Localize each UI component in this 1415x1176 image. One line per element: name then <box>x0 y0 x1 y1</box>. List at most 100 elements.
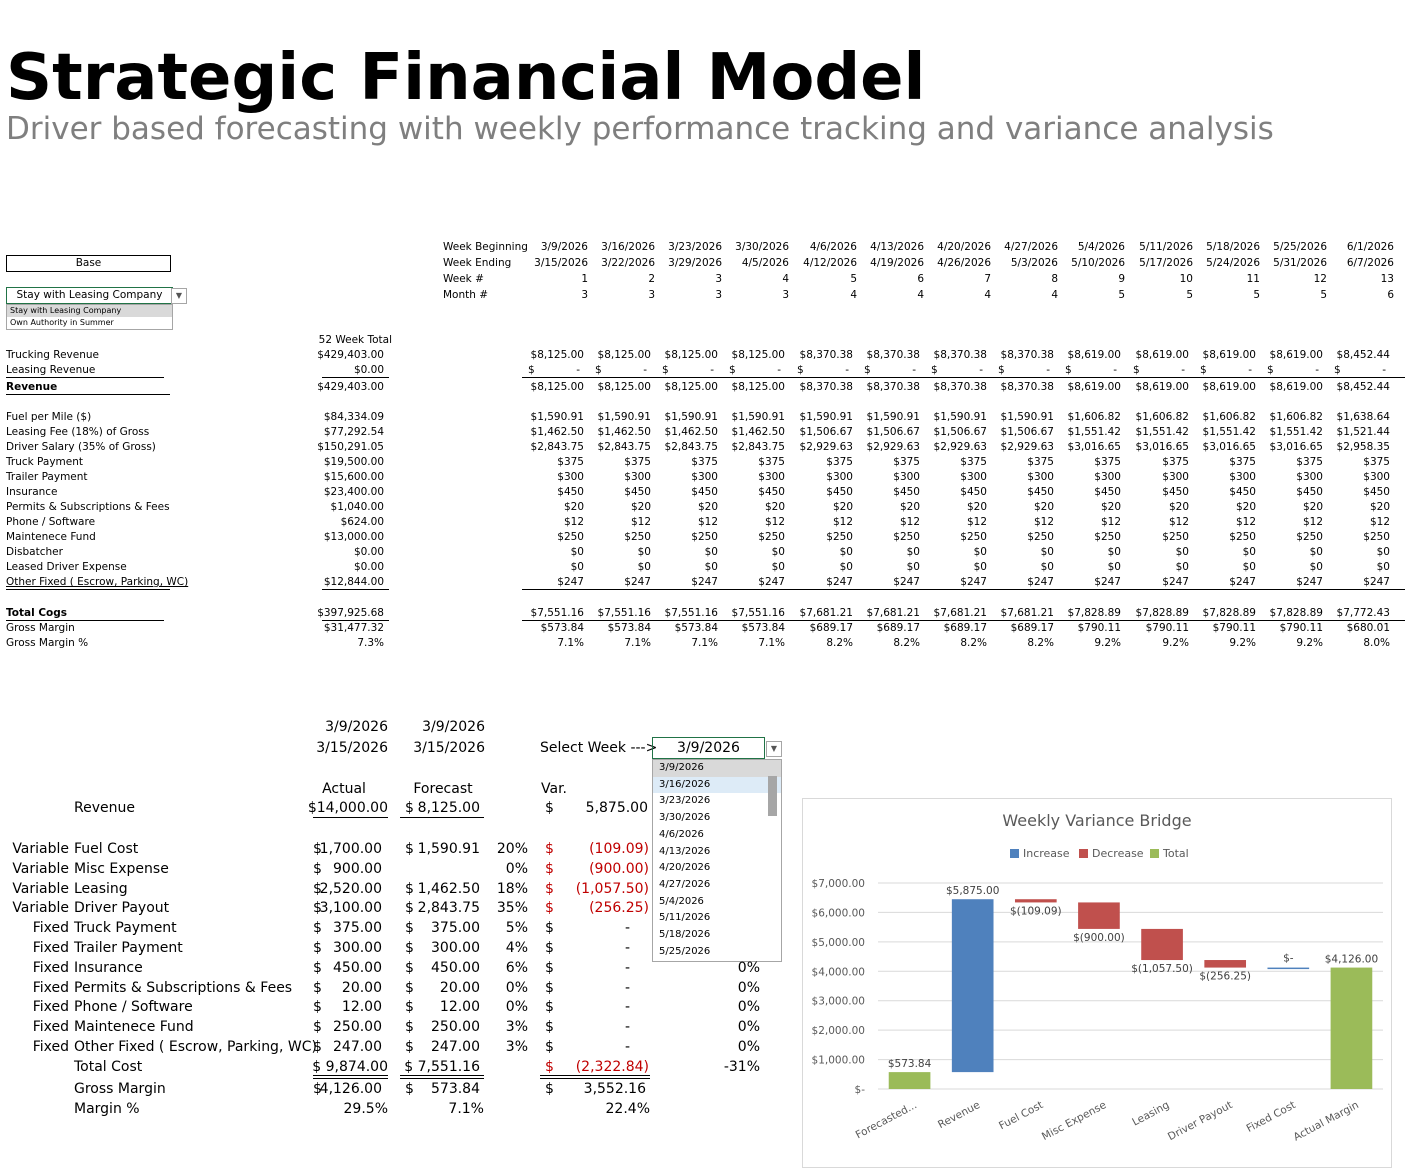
week-option[interactable]: 4/27/2026 <box>659 878 711 890</box>
week-option[interactable]: 5/25/2026 <box>659 945 711 957</box>
row-total: 7.3% <box>357 637 384 649</box>
row-value: 8.2% <box>826 637 853 649</box>
scenario-input[interactable]: Base <box>6 255 171 272</box>
week-option[interactable]: 5/11/2026 <box>659 912 711 924</box>
currency-sign: $ <box>313 841 322 857</box>
row-total: $397,925.68 <box>317 607 384 619</box>
row-value: $2,843.75 <box>530 441 584 453</box>
row-value: $450 <box>893 486 920 498</box>
row-separator <box>522 589 1405 590</box>
row-value: $20 <box>563 501 584 513</box>
chevron-down-icon[interactable]: ▼ <box>171 288 187 304</box>
var-margin-pct-forecast: 7.1% <box>448 1101 484 1117</box>
row-value: 9.2% <box>1229 637 1256 649</box>
var-line-type: Variable <box>12 841 69 857</box>
var-line-forecast: 12.00 <box>439 999 480 1016</box>
bar-forecasted-[interactable] <box>888 1072 931 1089</box>
var-line-pct: 6% <box>505 959 528 976</box>
week-option[interactable]: 5/18/2026 <box>659 929 711 941</box>
week-option[interactable]: 4/6/2026 <box>659 828 704 840</box>
row-total: $0.00 <box>353 561 384 573</box>
var-line-label: Driver Payout <box>74 900 170 917</box>
row-value: $3,016.65 <box>1269 441 1323 453</box>
var-line-type: Fixed <box>32 1019 69 1036</box>
row-separator <box>522 377 1405 378</box>
model-option[interactable]: Stay with Leasing Company <box>7 305 172 317</box>
row-value: $247 <box>1094 576 1121 588</box>
row-separator <box>322 589 389 590</box>
var-line-forecast: 20.00 <box>439 979 480 996</box>
scrollbar-thumb[interactable] <box>768 776 777 816</box>
timeline-week-num: 6 <box>917 273 924 285</box>
currency-sign: $ <box>313 1039 322 1055</box>
var-line-var: (256.25) <box>589 900 649 917</box>
row-value: $250 <box>1162 531 1189 543</box>
timeline-week-ending: 4/19/2026 <box>870 257 924 269</box>
row-value: $0 <box>1376 561 1390 573</box>
timeline-week-beginning: 5/25/2026 <box>1273 241 1327 253</box>
row-value: $7,772.43 <box>1336 607 1390 619</box>
chevron-down-icon[interactable]: ▼ <box>766 741 782 757</box>
currency-sign: $ <box>545 1019 554 1036</box>
row-value: $20 <box>966 501 987 513</box>
week-option[interactable]: 4/20/2026 <box>659 862 711 874</box>
bar-leasing[interactable] <box>1141 928 1183 961</box>
row-value: $0 <box>973 546 987 558</box>
row-value: $12 <box>1100 516 1121 528</box>
variance-bridge-chart[interactable]: Weekly Variance Bridge Increase Decrease To… <box>802 798 1392 1168</box>
week-options-list[interactable]: 3/9/2026 3/16/2026 3/23/2026 3/30/2026 4/6/2… <box>652 759 782 962</box>
row-value: $8,370.38 <box>1000 349 1054 361</box>
x-tick-label: Revenue <box>936 1099 982 1131</box>
model-select[interactable]: Stay with Leasing Company <box>6 287 173 304</box>
row-separator <box>6 620 164 621</box>
row-value: $8,125.00 <box>664 349 718 361</box>
bar-actual-margin[interactable] <box>1330 967 1373 1089</box>
currency-sign: $ <box>545 1059 554 1075</box>
row-value: $573.84 <box>540 622 584 634</box>
row-total: $624.00 <box>340 516 384 528</box>
row-value: $247 <box>1162 576 1189 588</box>
week-option[interactable]: 5/4/2026 <box>659 895 704 907</box>
row-value: $1,551.42 <box>1135 426 1189 438</box>
row-value: 7.1% <box>557 637 584 649</box>
model-option[interactable]: Own Authority in Summer <box>10 318 114 327</box>
row-value: $7,551.16 <box>731 607 785 619</box>
row-label: Gross Margin <box>6 622 75 634</box>
row-value: $20 <box>1369 501 1390 513</box>
var-line-label: Misc Expense <box>74 860 169 877</box>
row-value: $450 <box>557 486 584 498</box>
var-line-label: Leasing <box>74 880 128 897</box>
row-separator <box>322 377 389 378</box>
select-week-input[interactable]: 3/9/2026 <box>652 737 765 759</box>
week-option[interactable]: 3/30/2026 <box>659 812 711 824</box>
var-line-forecast: 450.00 <box>431 959 480 976</box>
bar-fuel-cost[interactable] <box>1014 899 1057 903</box>
row-value: $8,619.00 <box>1067 381 1121 393</box>
chart-canvas: Weekly Variance Bridge Increase Decrease To… <box>812 811 1383 1144</box>
var-line-var: - <box>624 1039 630 1055</box>
bar-fixed-cost[interactable] <box>1267 967 1310 970</box>
legend-swatch <box>1079 849 1088 858</box>
week-option[interactable]: 3/23/2026 <box>659 795 711 807</box>
timeline-week-num: 7 <box>984 273 991 285</box>
row-value: $790.11 <box>1145 622 1189 634</box>
row-separator <box>522 620 1405 621</box>
bar-misc-expense[interactable] <box>1078 902 1120 929</box>
week-option[interactable]: 3/9/2026 <box>653 760 781 777</box>
bar-driver-payout[interactable] <box>1204 960 1247 968</box>
row-value: $247 <box>1296 576 1323 588</box>
var-line-pct: 4% <box>505 940 528 956</box>
row-value: $247 <box>893 576 920 588</box>
currency-sign: $ <box>545 800 554 816</box>
currency-sign: $ <box>405 920 414 937</box>
row-value: $0 <box>1040 546 1054 558</box>
week-option[interactable]: 3/16/2026 <box>653 776 781 794</box>
week-option[interactable]: 4/13/2026 <box>659 845 711 857</box>
var-line-type: Fixed <box>32 959 69 976</box>
var-line-type: Fixed <box>32 999 69 1016</box>
row-value: 7.1% <box>758 637 785 649</box>
var-total-cost-forecast: $ 7,551.16 <box>404 1059 480 1075</box>
bar-revenue[interactable] <box>951 899 994 1073</box>
var-gross-margin-var: 3,552.16 <box>583 1081 646 1097</box>
row-value: $1,606.82 <box>1067 411 1121 423</box>
